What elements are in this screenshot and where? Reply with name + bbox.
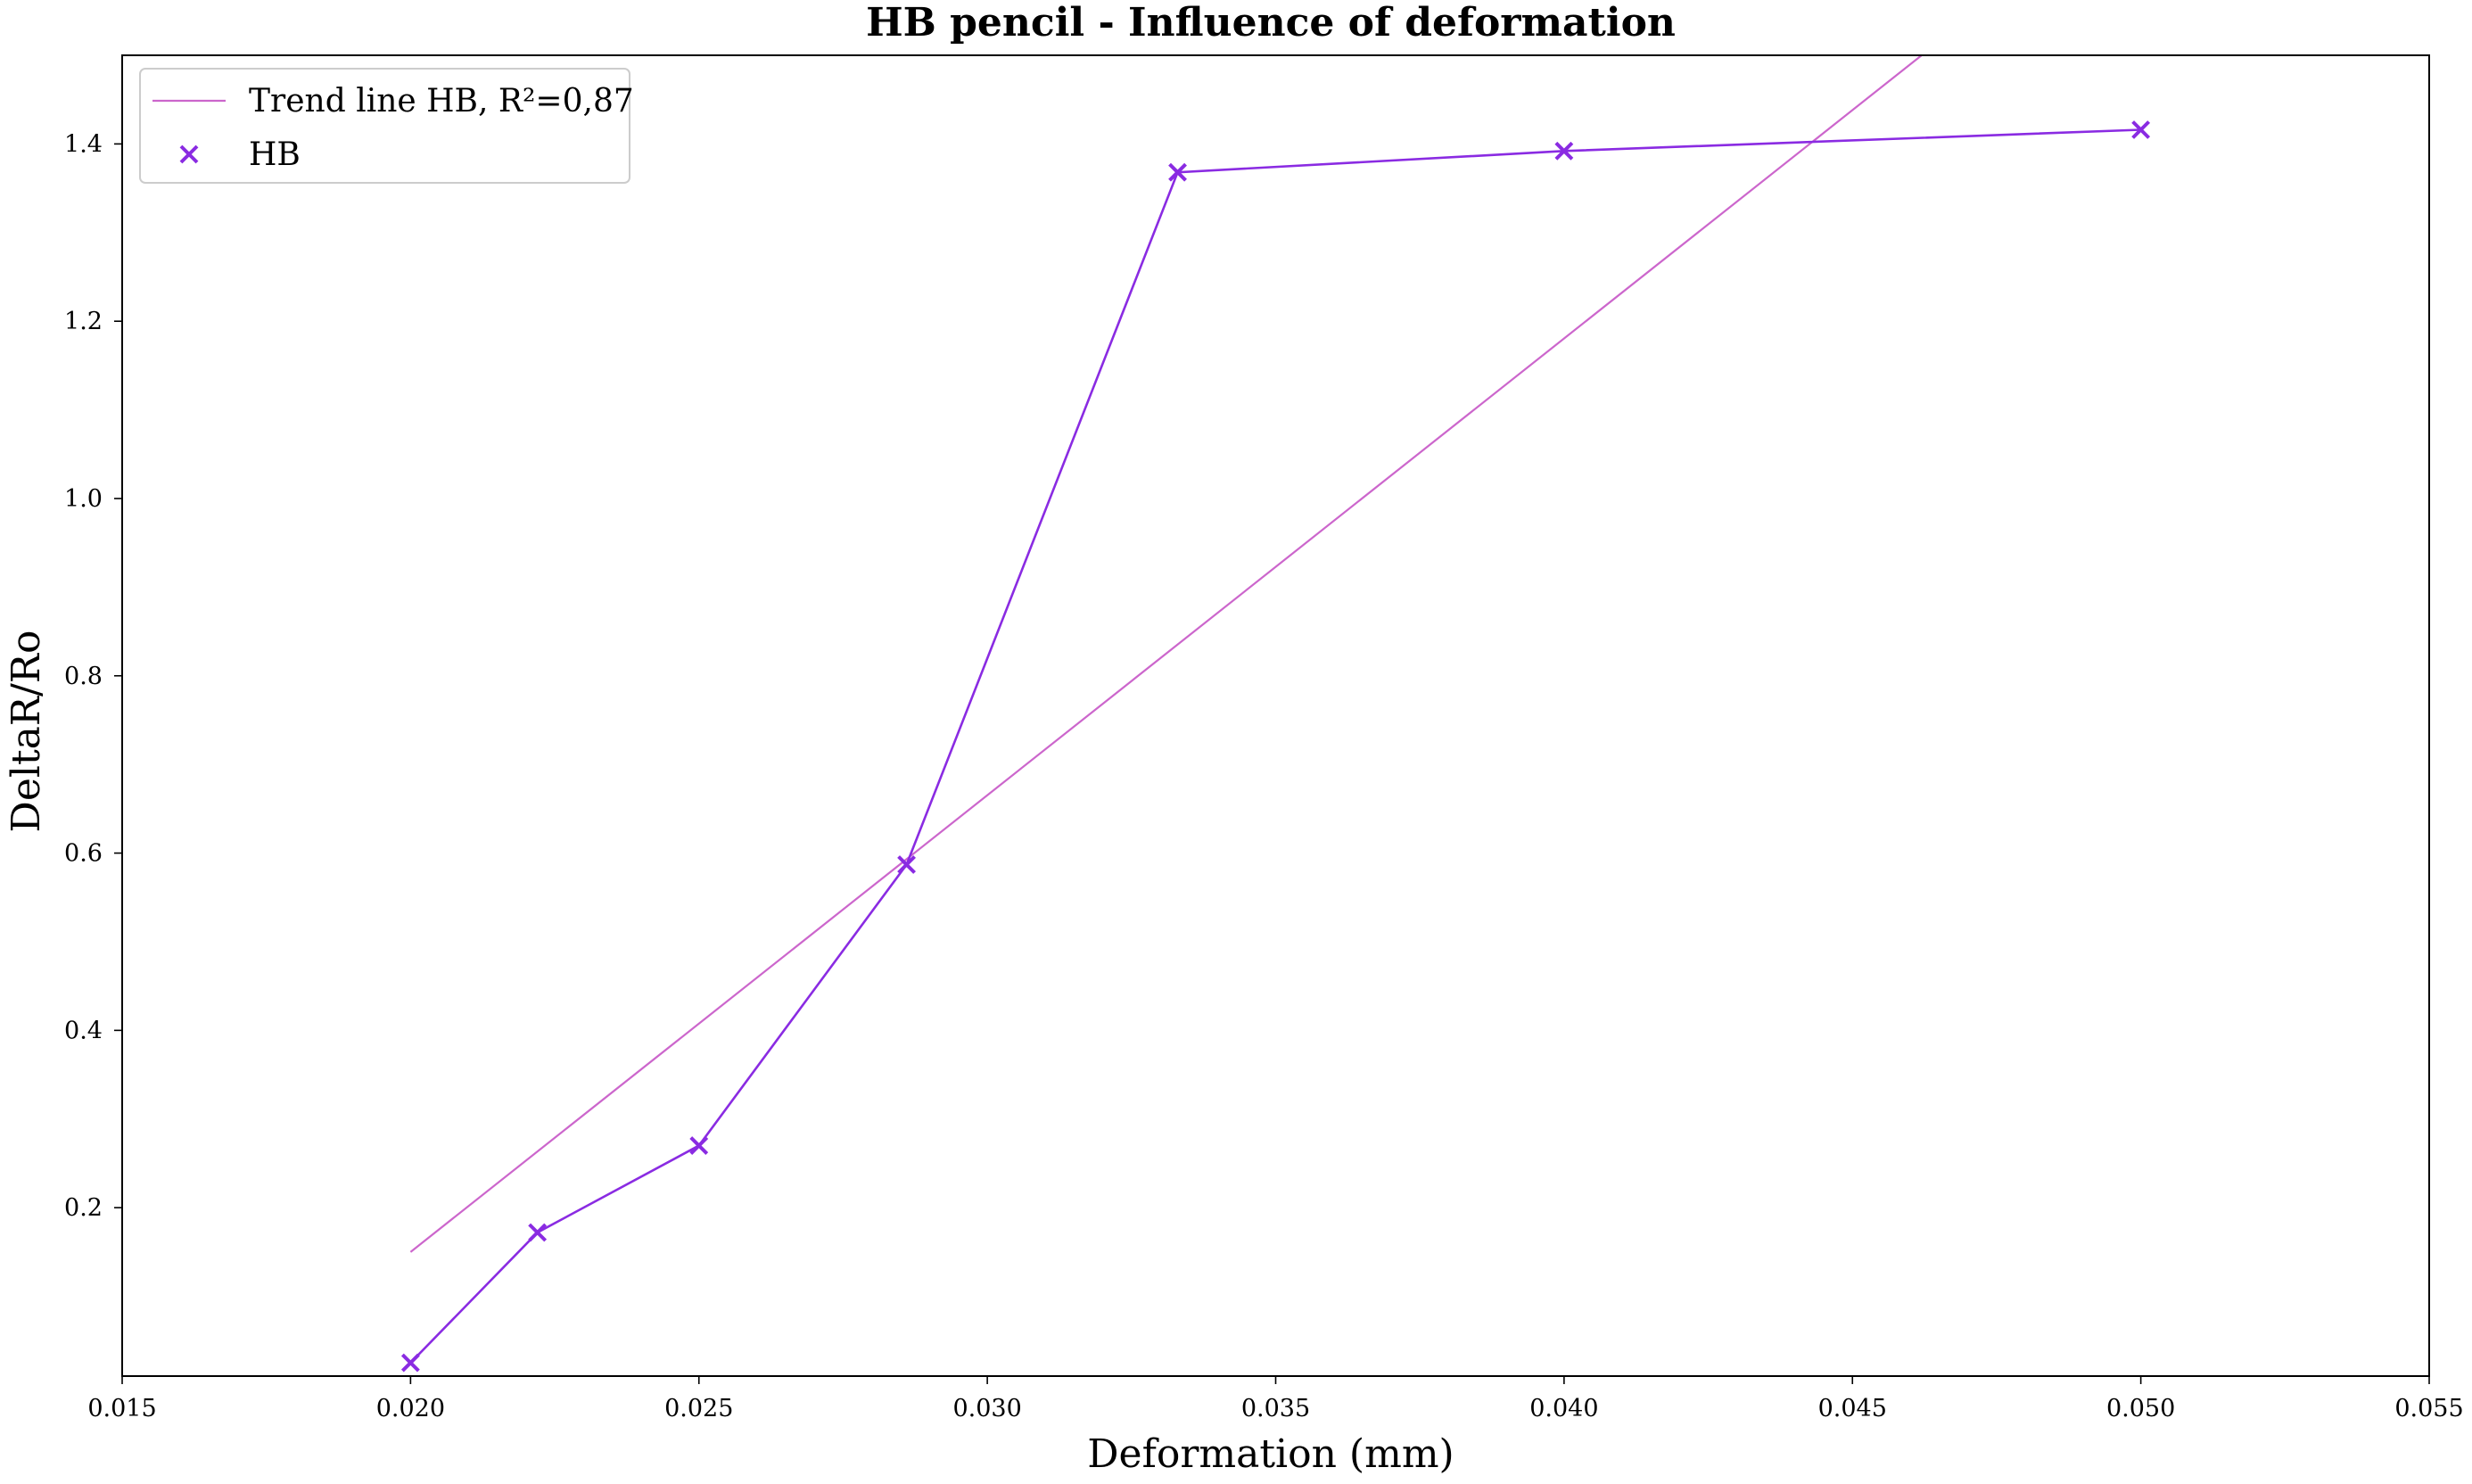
x-tick-label: 0.055 (2394, 1395, 2463, 1422)
trend-line (409, 55, 1923, 1253)
x-tick-label: 0.015 (87, 1395, 156, 1422)
x-tick-label: 0.030 (952, 1395, 1021, 1422)
y-tick-label: 1.0 (64, 485, 103, 513)
y-axis-title: DeltaR/Ro (4, 631, 49, 833)
y-tick-label: 0.2 (64, 1194, 103, 1222)
plot-frame (121, 54, 2430, 1377)
legend-box (139, 68, 630, 184)
legend-label: HB (249, 136, 301, 173)
marker-stroke (179, 144, 199, 164)
series-layer (400, 55, 2151, 1373)
marker-stroke (897, 855, 916, 874)
x-tick-label: 0.020 (376, 1395, 445, 1422)
data-point-marker (528, 1223, 548, 1242)
data-point-marker (2131, 120, 2151, 139)
marker-stroke (400, 1353, 420, 1373)
marker-stroke (1554, 141, 1574, 161)
marker-stroke (1168, 162, 1187, 182)
x-tick-label: 0.040 (1529, 1395, 1598, 1422)
data-point-marker (689, 1136, 709, 1155)
plot-area: 0.015 0.020 0.025 0.030 0.035 0.040 0.045 0.050… (64, 54, 2464, 1422)
marker-stroke (2131, 120, 2151, 139)
marker-stroke (528, 1223, 548, 1242)
y-tick-label: 0.4 (64, 1017, 103, 1044)
y-tick-label: 0.8 (64, 663, 103, 690)
legend: Trend line HB, R²=0,87 HB (139, 68, 634, 184)
data-point-marker (897, 855, 916, 874)
legend-label: Trend line HB, R²=0,87 (249, 83, 634, 120)
data-point-marker (400, 1353, 420, 1373)
series-line-hb (409, 128, 2141, 1364)
legend-swatch-hb-marker (179, 144, 199, 164)
data-point-marker (1554, 141, 1574, 161)
x-tick-label: 0.025 (664, 1395, 733, 1422)
x-axis-title: Deformation (mm) (1087, 1431, 1454, 1477)
y-tick-label: 0.6 (64, 840, 103, 868)
x-tick-label: 0.035 (1241, 1395, 1310, 1422)
chart-title: HB pencil - Influence of deformation (866, 0, 1676, 45)
y-tick-label: 1.4 (64, 130, 103, 158)
data-point-marker (1168, 162, 1187, 182)
x-tick-label: 0.045 (1818, 1395, 1887, 1422)
marker-stroke (689, 1136, 709, 1155)
y-tick-label: 1.2 (64, 308, 103, 335)
x-tick-label: 0.050 (2106, 1395, 2175, 1422)
